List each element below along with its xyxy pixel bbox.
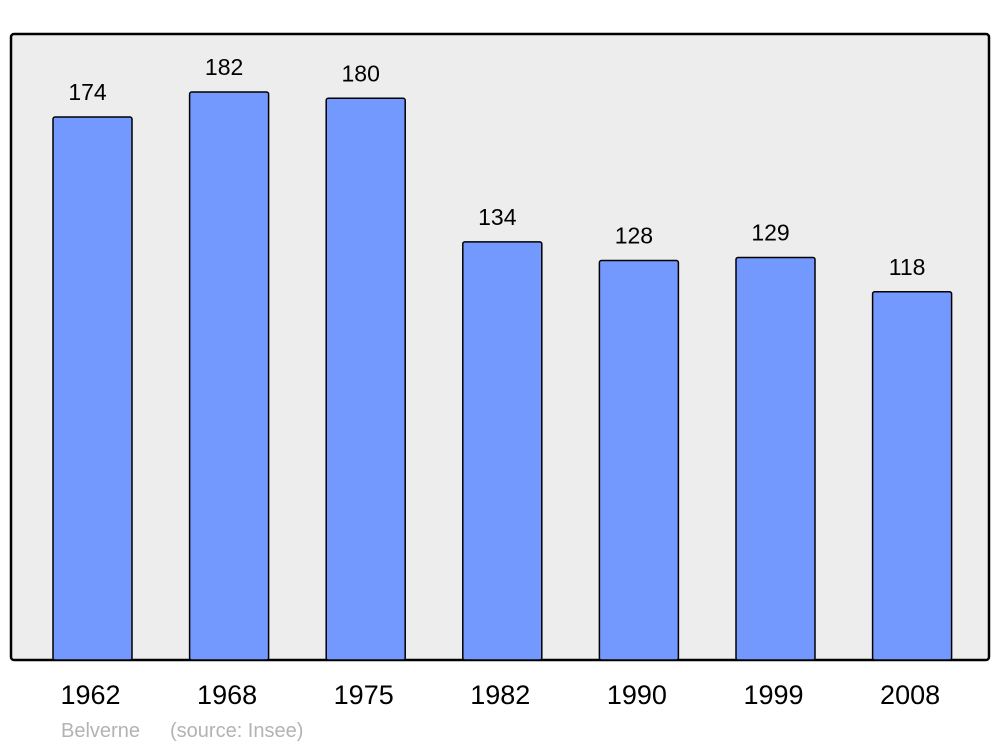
x-tick-label: 1990 bbox=[607, 680, 667, 710]
bar-1999 bbox=[735, 256, 816, 661]
footer-source: (source: Insee) bbox=[170, 720, 303, 742]
x-tick-label: 1962 bbox=[60, 680, 120, 710]
footer-place: Belverne bbox=[61, 720, 140, 742]
bar-1990 bbox=[598, 259, 680, 661]
bar-2008 bbox=[871, 291, 953, 661]
data-label: 134 bbox=[478, 204, 517, 230]
data-label: 129 bbox=[751, 219, 789, 245]
data-label: 174 bbox=[68, 79, 107, 105]
data-label: 182 bbox=[205, 54, 243, 80]
data-label: 128 bbox=[615, 223, 653, 249]
bar-1968 bbox=[188, 91, 270, 661]
x-tick-label: 1975 bbox=[334, 680, 394, 710]
x-tick-label: 1968 bbox=[197, 680, 257, 710]
bar-1975 bbox=[325, 97, 406, 661]
data-label: 180 bbox=[342, 60, 380, 86]
x-tick-label: 2008 bbox=[880, 680, 940, 710]
bar-1962 bbox=[52, 116, 133, 661]
x-tick-label: 1999 bbox=[743, 680, 803, 710]
data-label: 118 bbox=[889, 254, 926, 280]
x-tick-label: 1982 bbox=[470, 680, 530, 710]
bar-1982 bbox=[462, 241, 543, 661]
